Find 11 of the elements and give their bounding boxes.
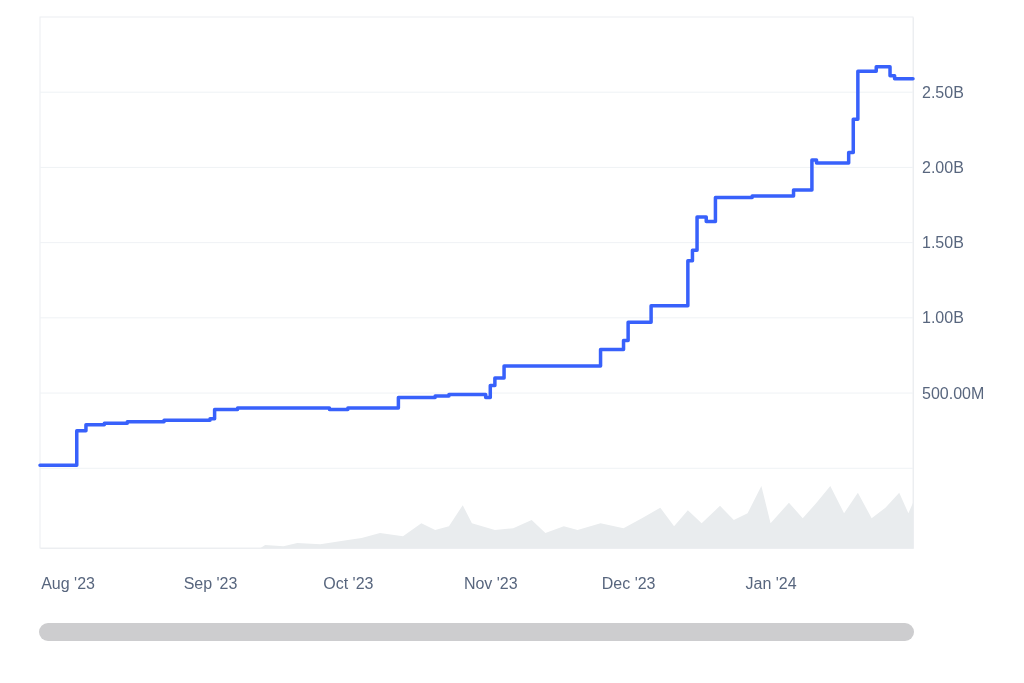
- x-tick-label: Nov '23: [463, 575, 518, 593]
- y-tick-label: 2.00B: [922, 159, 964, 177]
- x-tick-label: Jan '24: [745, 575, 797, 593]
- y-tick-label: 1.50B: [922, 234, 964, 252]
- y-tick-label: 500.00M: [922, 384, 985, 402]
- x-tick-label: Oct '23: [323, 575, 374, 593]
- x-tick-label: Dec '23: [601, 575, 656, 593]
- y-tick-label: 1.00B: [922, 309, 964, 327]
- x-tick-label: Sep '23: [183, 575, 238, 593]
- y-tick-label: 2.50B: [922, 83, 964, 101]
- x-tick-label: Aug '23: [41, 575, 96, 593]
